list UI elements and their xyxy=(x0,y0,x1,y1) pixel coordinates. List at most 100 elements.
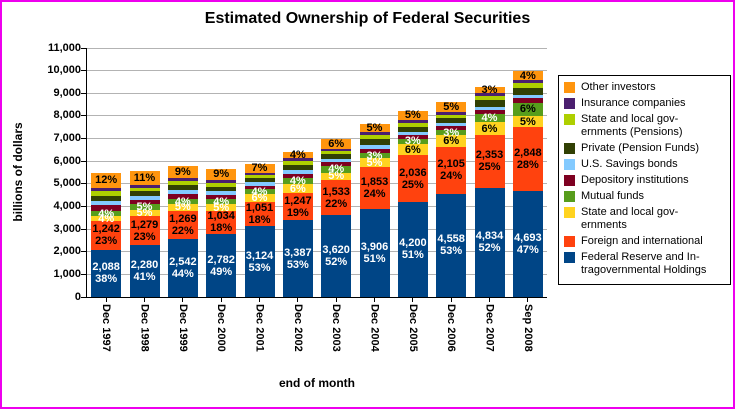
legend-swatch xyxy=(564,143,575,154)
segment-label: 5% xyxy=(404,109,421,122)
bar-segment-depository-institutions xyxy=(321,162,352,167)
segment-label: 6% xyxy=(443,135,460,148)
chart-title: Estimated Ownership of Federal Securitie… xyxy=(204,10,531,27)
bar-segment-depository-institutions xyxy=(244,185,275,189)
y-axis-tick xyxy=(81,160,86,162)
legend-swatch xyxy=(564,114,575,125)
x-tick-label: Dec 2005 xyxy=(406,304,419,352)
y-tick-label: 3,000 xyxy=(53,222,81,235)
bar-segment-state-and-local-governments: 5% xyxy=(359,157,390,169)
x-axis-tick xyxy=(335,298,337,302)
bar-segment-u-s-savings-bonds xyxy=(474,106,505,110)
bar-segment-other-investors: 4% xyxy=(512,70,543,82)
y-tick-label: 4,000 xyxy=(53,199,81,212)
bar-segment-state-and-local-governments: 5% xyxy=(206,202,237,214)
bar-segment-state-and-local-governments: 6% xyxy=(282,182,313,195)
gridline xyxy=(87,138,547,140)
bar-segment-state-and-local-governments-pensions- xyxy=(359,134,390,140)
y-axis-tick xyxy=(81,205,86,207)
segment-label: 1,269 22% xyxy=(169,213,197,238)
bar-segment-state-and-local-governments: 6% xyxy=(244,192,275,204)
bar-group-dec-2000: 2,782 49% 1,034 18% 5% 4% 9% xyxy=(206,168,237,297)
bar-segment-state-and-local-governments-pensions- xyxy=(436,115,467,118)
y-axis-tick xyxy=(81,92,86,94)
legend-item-label: Other investors xyxy=(581,81,656,94)
bar-segment-federal-reserve-and-intragovernmental-holdings: 2,782 49% xyxy=(206,234,237,297)
x-axis-tick xyxy=(374,298,375,302)
x-axis-title: end of month xyxy=(279,376,355,390)
bar-segment-other-investors: 6% xyxy=(321,138,352,150)
bar-segment-foreign-and-international: 2,353 25% xyxy=(474,134,505,188)
bar-segment-other-investors: 4% xyxy=(282,149,313,161)
legend-label-line: tragovernmental Holdings xyxy=(581,264,707,276)
bar-group-dec-1999: 2,542 44% 1,269 22% 5% 4% 9% xyxy=(167,166,198,297)
y-axis-tick xyxy=(81,296,86,298)
bar-group-sep-2008: 4,693 47% 2,848 28% 5% 6% 4% xyxy=(512,70,543,297)
bar-segment-state-and-local-governments: 5% xyxy=(512,116,543,128)
legend-swatch xyxy=(564,207,575,218)
bar-segment-mutual-funds: 4% xyxy=(244,186,275,198)
bar-segment-mutual-funds: 3% xyxy=(397,135,428,147)
y-axis-tick xyxy=(81,70,86,72)
segment-label: 1,034 18% xyxy=(207,210,235,235)
gridline xyxy=(87,228,547,230)
bar-group-dec-2002: 3,387 53% 1,247 19% 6% 4% 4% xyxy=(282,149,313,297)
bar-segment-depository-institutions xyxy=(129,199,160,204)
segment-label: 2,848 28% xyxy=(514,147,542,172)
bar-segment-other-investors: 11% xyxy=(129,171,160,186)
x-axis-tick xyxy=(489,298,490,302)
bar-segment-insurance-companies xyxy=(359,132,390,135)
bar-segment-depository-institutions xyxy=(474,109,505,114)
bar-segment-state-and-local-governments: 6% xyxy=(474,122,505,135)
y-tick-label: 1,000 xyxy=(53,267,81,280)
bar-segment-federal-reserve-and-intragovernmental-holdings: 3,387 53% xyxy=(282,220,313,297)
bar-segment-private-pension-funds- xyxy=(282,165,313,171)
bar-segment-mutual-funds: 4% xyxy=(321,163,352,175)
x-axis-tick xyxy=(297,298,299,302)
segment-label: 6% xyxy=(289,182,306,195)
x-axis-tick xyxy=(527,298,529,302)
bar-segment-state-and-local-governments-pensions- xyxy=(244,174,275,179)
bar-segment-private-pension-funds- xyxy=(436,117,467,123)
bar-group-dec-2006: 4,558 53% 2,105 24% 6% 3% 5% xyxy=(436,101,467,297)
bar-segment-u-s-savings-bonds xyxy=(129,195,160,200)
legend-item: Depository institutions xyxy=(564,174,726,187)
bar-segment-u-s-savings-bonds xyxy=(397,132,428,135)
legend-label-line: Insurance companies xyxy=(581,97,686,109)
y-axis-tick xyxy=(81,47,86,49)
gridline xyxy=(87,92,547,94)
legend-label-line: ernments xyxy=(581,219,627,231)
legend-swatch xyxy=(564,191,575,202)
segment-label: 3,906 51% xyxy=(360,240,389,265)
bar-segment-foreign-and-international: 2,105 24% xyxy=(436,147,467,194)
legend-label-line: Foreign and international xyxy=(581,235,703,247)
legend-label-line: Private (Pension Funds) xyxy=(581,142,699,154)
legend-label-line: Federal Reserve and In- xyxy=(581,251,700,263)
bar-segment-state-and-local-governments-pensions- xyxy=(512,83,543,88)
bar-segment-depository-institutions xyxy=(512,98,543,103)
x-axis-tick xyxy=(259,298,260,302)
bar-segment-state-and-local-governments-pensions- xyxy=(321,151,352,155)
bar-segment-state-and-local-governments-pensions- xyxy=(206,182,237,187)
y-tick-label: 11,000 xyxy=(47,41,81,54)
gridline xyxy=(87,251,547,253)
segment-label: 5% xyxy=(366,122,383,135)
bar-segment-other-investors: 9% xyxy=(206,168,237,180)
segment-label: 2,353 25% xyxy=(475,149,504,174)
bar-segment-state-and-local-governments-pensions- xyxy=(167,180,198,186)
bar-segment-private-pension-funds- xyxy=(397,126,428,133)
bar-segment-insurance-companies xyxy=(206,180,237,183)
x-tick-label: Dec 2003 xyxy=(330,304,343,352)
gridline xyxy=(87,205,547,207)
bar-segment-private-pension-funds- xyxy=(129,191,160,196)
y-axis-tick xyxy=(81,115,86,117)
legend-item: Other investors xyxy=(564,81,726,94)
bar-segment-u-s-savings-bonds xyxy=(321,159,352,163)
legend-item-label: State and local gov-ernments xyxy=(581,206,678,232)
legend-label-line: Mutual funds xyxy=(581,190,644,202)
legend-item: Private (Pension Funds) xyxy=(564,142,726,155)
gridline xyxy=(87,183,547,185)
x-tick-label: Dec 1999 xyxy=(176,304,189,352)
bar-segment-u-s-savings-bonds xyxy=(359,145,390,149)
gridline xyxy=(87,47,547,49)
